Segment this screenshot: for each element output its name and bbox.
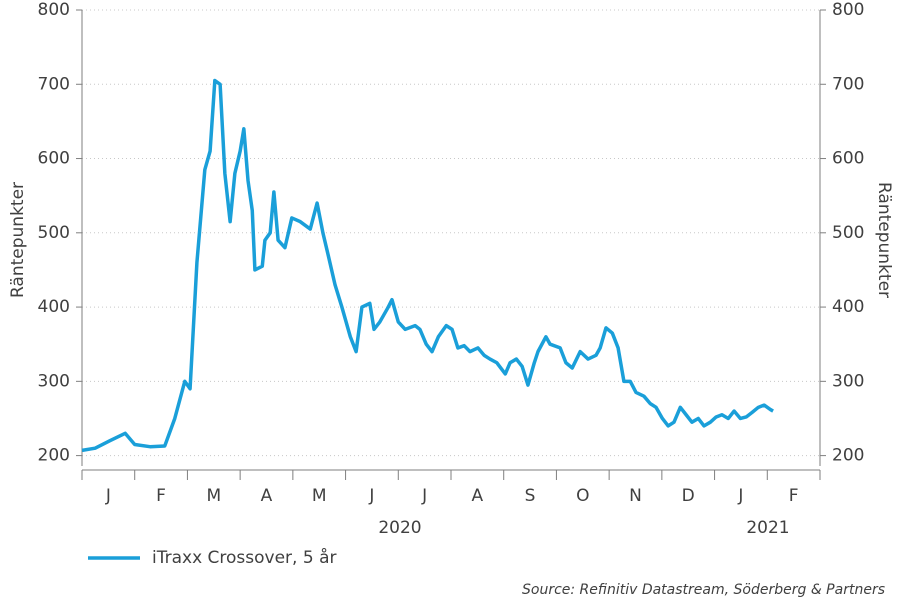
- y-axis-label: Räntepunkter: [8, 182, 28, 298]
- y-tick-label: 200: [38, 446, 70, 466]
- x-tick-label: A: [472, 486, 484, 506]
- x-tick-label: J: [421, 486, 427, 506]
- x-tick-label: F: [789, 486, 799, 506]
- x-tick-label: D: [682, 486, 695, 506]
- x-tick-label: S: [525, 486, 536, 506]
- x-tick-label: N: [629, 486, 642, 506]
- y2-tick-label: 700: [832, 74, 864, 94]
- x-tick-label: F: [156, 486, 166, 506]
- source-note: Source: Refinitiv Datastream, Söderberg …: [522, 582, 885, 598]
- y-tick-label: 500: [38, 223, 70, 243]
- y2-tick-label: 800: [832, 0, 864, 20]
- x-tick-label: J: [105, 486, 111, 506]
- year-label: 2021: [746, 518, 789, 538]
- x-tick-label: J: [737, 486, 743, 506]
- y-tick-label: 600: [38, 149, 70, 169]
- x-tick-label: M: [206, 486, 221, 506]
- x-tick-label: O: [576, 486, 589, 506]
- x-tick-label: A: [261, 486, 273, 506]
- x-tick-label: J: [368, 486, 374, 506]
- y-tick-label: 400: [38, 297, 70, 317]
- y-tick-label: 700: [38, 74, 70, 94]
- y2-tick-label: 500: [832, 223, 864, 243]
- y2-tick-label: 400: [832, 297, 864, 317]
- y2-tick-label: 200: [832, 446, 864, 466]
- data-line: [81, 78, 774, 453]
- y-tick-label: 300: [38, 371, 70, 391]
- y2-axis-label: Räntepunkter: [874, 182, 894, 298]
- y2-tick-label: 600: [832, 149, 864, 169]
- year-label: 2020: [378, 518, 421, 538]
- y2-tick-label: 300: [832, 371, 864, 391]
- legend-label: iTraxx Crossover, 5 år: [152, 547, 337, 568]
- y-tick-label: 800: [38, 0, 70, 20]
- x-tick-label: M: [312, 486, 327, 506]
